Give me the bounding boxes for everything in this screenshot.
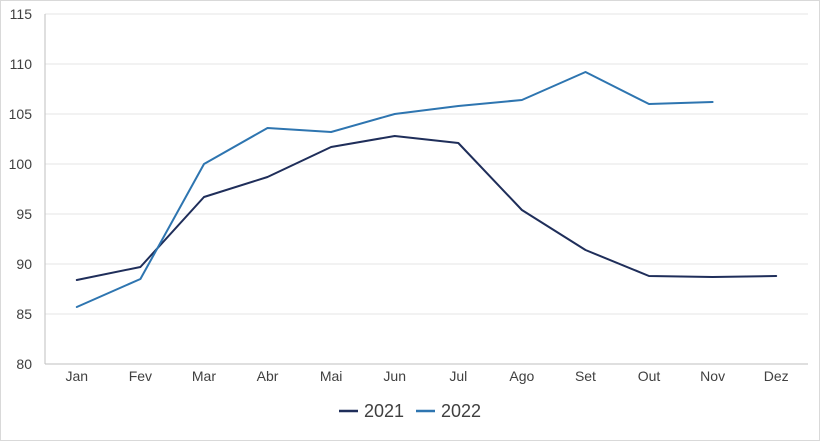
legend-label-2021: 2021 (364, 401, 404, 421)
x-tick-label-fev: Fev (129, 368, 152, 384)
series-line-2021 (75, 135, 778, 281)
y-tick-label: 110 (10, 56, 33, 72)
x-tick-label-set: Set (575, 368, 596, 384)
y-tick-label: 95 (16, 206, 32, 222)
x-tick-label-abr: Abr (257, 368, 279, 384)
y-tick-label: 90 (16, 256, 32, 272)
x-tick-label-ago: Ago (509, 368, 534, 384)
y-tick-label: 105 (9, 106, 33, 122)
legend-label-2022: 2022 (441, 401, 481, 421)
y-tick-label: 85 (16, 306, 32, 322)
y-tick-label: 80 (16, 356, 32, 372)
x-tick-label-jan: Jan (66, 368, 89, 384)
x-tick-label-mar: Mar (192, 368, 216, 384)
x-tick-label-jun: Jun (383, 368, 406, 384)
x-tick-label-jul: Jul (449, 368, 467, 384)
series-line-2022 (75, 71, 714, 308)
x-tick-label-nov: Nov (700, 368, 725, 384)
legend: 2021 2022 (339, 401, 481, 421)
x-tick-label-out: Out (638, 368, 661, 384)
axes (44, 14, 808, 365)
series-lines (75, 71, 778, 308)
y-axis-tick-labels: 80 85 90 95 100 105 110 115 (9, 6, 33, 372)
y-tick-label: 100 (9, 156, 33, 172)
x-axis-tick-labels: Jan Fev Mar Abr Mai Jun Jul Ago Set Out Nov Dez (66, 368, 789, 384)
gridlines (45, 13, 808, 315)
y-tick-label: 115 (10, 6, 33, 22)
x-tick-label-mai: Mai (320, 368, 343, 384)
x-tick-label-dez: Dez (764, 368, 789, 384)
